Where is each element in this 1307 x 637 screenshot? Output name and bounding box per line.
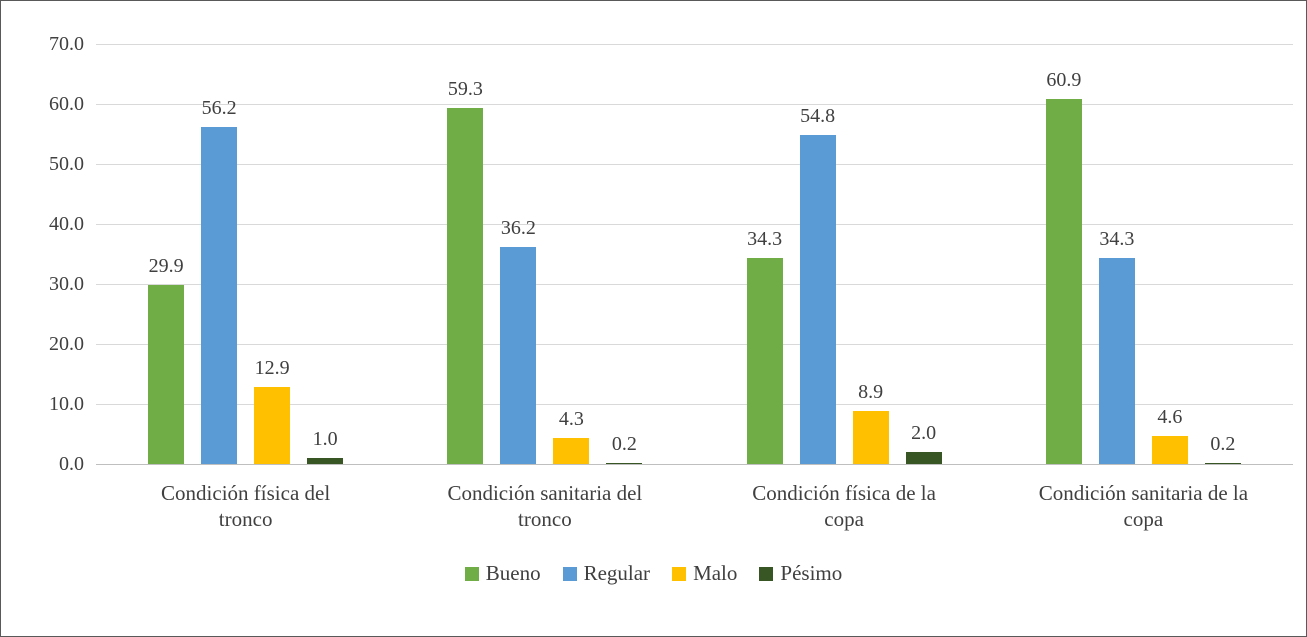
legend-label: Regular — [583, 561, 651, 585]
data-label: 8.9 — [858, 380, 884, 403]
data-label: 12.9 — [254, 356, 290, 379]
legend-item-regular: Regular — [562, 561, 651, 586]
gridline — [96, 164, 1293, 165]
gridline — [96, 404, 1293, 405]
bar-pésimo — [905, 452, 942, 464]
bar-bueno — [447, 108, 484, 464]
category-label-line: Condición física del — [161, 481, 331, 505]
y-tick-label: 60.0 — [49, 93, 84, 115]
data-label: 60.9 — [1046, 68, 1082, 91]
y-tick-label: 30.0 — [49, 273, 84, 295]
bar-malo — [1151, 436, 1188, 464]
data-label: 0.2 — [611, 432, 637, 455]
y-tick-label: 20.0 — [49, 333, 84, 355]
bar-regular — [500, 246, 537, 464]
legend-label: Malo — [693, 561, 738, 585]
bar-pésimo — [606, 462, 643, 464]
category-label: Condición sanitaria del tronco — [415, 480, 675, 532]
category-label: Condición física de la copa — [714, 480, 974, 532]
bar-regular — [799, 135, 836, 464]
gridline — [96, 284, 1293, 285]
legend-item-malo: Malo — [672, 561, 737, 586]
bar-pésimo — [307, 458, 344, 464]
data-label: 4.6 — [1157, 406, 1183, 429]
data-label: 0.2 — [1210, 432, 1236, 455]
legend-marker-icon — [672, 566, 687, 581]
data-label: 36.2 — [500, 216, 536, 239]
category-label-line: Condición sanitaria del — [447, 481, 643, 505]
bar-bueno — [746, 258, 783, 464]
category-label-line: tronco — [518, 507, 572, 531]
bar-bueno — [1045, 98, 1082, 464]
gridline — [96, 344, 1293, 345]
legend-item-bueno: Bueno — [464, 561, 541, 586]
category-label-line: copa — [1123, 507, 1164, 531]
category-label-line: tronco — [218, 507, 273, 531]
category-label: Condición sanitaria de la copa — [1013, 480, 1273, 532]
bar-malo — [254, 386, 291, 464]
data-label: 54.8 — [800, 105, 836, 128]
legend-marker-icon — [562, 566, 577, 581]
bar-malo — [553, 438, 590, 464]
category-label: Condición física del tronco — [116, 480, 376, 532]
gridline — [96, 44, 1293, 45]
category-label-line: Condición sanitaria de la — [1038, 481, 1249, 505]
bar-regular — [201, 126, 238, 464]
y-tick-label: 50.0 — [49, 153, 84, 175]
data-label: 1.0 — [312, 428, 338, 450]
legend-label: Bueno — [485, 561, 541, 585]
legend-marker-icon — [464, 566, 479, 581]
bar-pésimo — [1204, 462, 1241, 464]
bar-bueno — [148, 284, 185, 464]
gridline — [96, 224, 1293, 225]
data-label: 34.3 — [747, 228, 783, 251]
data-label: 59.3 — [447, 78, 483, 101]
legend-item-pésimo: Pésimo — [759, 561, 842, 586]
data-label: 2.0 — [911, 422, 937, 444]
y-tick-label: 70.0 — [49, 33, 84, 55]
bar-regular — [1098, 258, 1135, 464]
bar-malo — [852, 410, 889, 464]
data-label: 29.9 — [148, 254, 184, 277]
y-tick-label: 0.0 — [59, 453, 84, 475]
category-label-line: Condición física de la — [752, 481, 936, 505]
category-label-line: copa — [824, 507, 864, 531]
legend: Bueno Regular Malo Pésimo — [1, 561, 1306, 586]
x-axis-line — [96, 464, 1293, 465]
data-label: 56.2 — [201, 96, 237, 119]
legend-label: Pésimo — [780, 561, 843, 585]
data-label: 4.3 — [558, 408, 584, 431]
gridline — [96, 104, 1293, 105]
legend-marker-icon — [759, 566, 774, 581]
y-tick-label: 10.0 — [49, 393, 84, 415]
y-tick-label: 40.0 — [49, 213, 84, 235]
data-label: 34.3 — [1099, 228, 1135, 251]
